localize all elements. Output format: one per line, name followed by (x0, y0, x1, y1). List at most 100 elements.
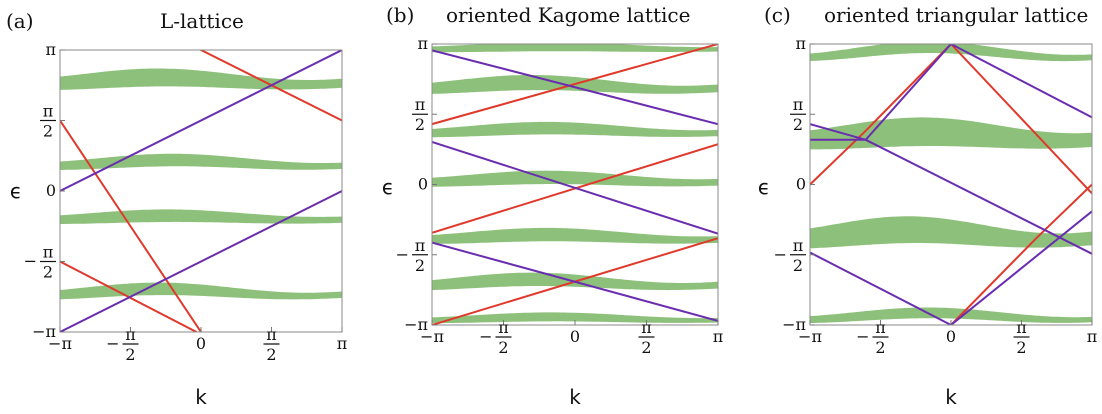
panel-a-xtick-2: 0 (196, 334, 206, 353)
panel-c-letter: (c) (764, 3, 791, 27)
panel-a-xlabel: k (195, 385, 207, 409)
panel-b-letter: (b) (386, 3, 414, 27)
svg-text:−π: −π (798, 327, 822, 346)
panel-c-ytick-1-denominator: 2 (793, 256, 803, 275)
panel-a-purple-line-3 (60, 190, 342, 332)
panel-c-plot-area (810, 44, 1092, 325)
panel-c-ytick-0: −π (782, 315, 806, 334)
panel-b-ytick-1-sign: − (396, 245, 409, 264)
panel-c-band-0 (810, 44, 1092, 62)
panel-c-xtick-1-sign: − (856, 327, 869, 346)
svg-text:0: 0 (796, 175, 806, 194)
svg-text:π: π (337, 334, 348, 353)
svg-text:0: 0 (196, 334, 206, 353)
panel-c-band-1 (810, 117, 1092, 150)
svg-text:0: 0 (418, 175, 428, 194)
panel-a-title: L-lattice (160, 9, 244, 33)
svg-text:π: π (1087, 327, 1098, 346)
panel-a-ytick-0: −π (32, 322, 56, 341)
svg-text:−π: −π (420, 327, 444, 346)
panel-b-purple-line-5 (432, 241, 718, 322)
panel-a-band-1 (60, 153, 342, 170)
panel-a-ytick-1: − π2 (24, 243, 56, 282)
panel-a-xtick-1-numerator: π (125, 325, 136, 344)
panel-c-ytick-4: π (795, 34, 806, 53)
panel-c-xtick-3-denominator: 2 (1016, 338, 1026, 357)
svg-text:π: π (713, 327, 724, 346)
panel-a-xtick-3-numerator: π (266, 325, 277, 344)
panel-a-ytick-1-denominator: 2 (43, 263, 53, 282)
panel-c-ytick-3-numerator: π (793, 95, 804, 114)
panel-a-plot-area (60, 50, 342, 332)
panel-b-ytick-3-denominator: 2 (415, 115, 425, 134)
panel-a-ytick-1-sign: − (24, 252, 37, 271)
panel-b-ytick-1-denominator: 2 (415, 256, 425, 275)
panel-c-ytick-2: 0 (796, 175, 806, 194)
panel-c-xtick-3: π2 (1013, 318, 1030, 357)
panel-b-xtick-3: π2 (638, 318, 655, 357)
panel-c-ytick-3-denominator: 2 (793, 115, 803, 134)
panel-b-ytick-1-numerator: π (415, 236, 426, 255)
panel-a-xtick-1-sign: − (106, 334, 119, 353)
panel-b-xtick-1: − π2 (479, 318, 512, 357)
panel-c-xtick-1: − π2 (856, 318, 889, 357)
panel-c: (c) oriented triangular lattice k ϵ (758, 3, 1093, 409)
panel-b-ytick-4: π (417, 34, 428, 53)
panel-c-band-3 (810, 307, 1092, 323)
panel-c-ytick-1-sign: − (774, 245, 787, 264)
panel-c-purple-line-2 (810, 44, 1092, 141)
panel-a-band-2 (60, 209, 342, 224)
svg-text:0: 0 (946, 327, 956, 346)
svg-text:−π: −π (404, 315, 428, 334)
panel-c-xlabel: k (945, 385, 957, 409)
panel-a: (a) L-lattice k ϵ (6, 9, 343, 409)
panel-c-frame (809, 43, 1093, 326)
panel-a-band-3 (60, 282, 342, 300)
panel-c-red-line-1 (950, 183, 1092, 325)
panel-a-xtick-0: −π (48, 334, 72, 353)
panel-c-red-line-0 (810, 44, 1092, 195)
panel-b-red-line-0 (432, 44, 718, 126)
svg-text:−π: −π (32, 322, 56, 341)
panel-a-ytick-3-denominator: 2 (43, 121, 53, 140)
panel-c-xtick-1-denominator: 2 (875, 338, 885, 357)
panel-c-xtick-4: π (1087, 327, 1098, 346)
panel-a-ytick-1-numerator: π (43, 243, 54, 262)
svg-text:0: 0 (46, 181, 56, 200)
panel-b-xtick-0: −π (420, 327, 444, 346)
svg-text:π: π (45, 40, 56, 59)
panel-b-title: oriented Kagome lattice (446, 3, 690, 27)
panel-a-red-line-2 (60, 260, 198, 332)
panel-b: (b) oriented Kagome lattice k ϵ (382, 3, 719, 409)
panel-b-xtick-4: π (713, 327, 724, 346)
panel-b-xtick-1-denominator: 2 (498, 338, 508, 357)
panel-c-xtick-2: 0 (946, 327, 956, 346)
panel-c-xtick-1-numerator: π (875, 318, 886, 337)
svg-text:0: 0 (570, 327, 580, 346)
panel-c-title: oriented triangular lattice (824, 3, 1088, 27)
panel-a-purple-line-4 (60, 50, 342, 192)
panel-b-purple-line-4 (432, 141, 718, 235)
panel-c-ytick-3: π2 (790, 95, 806, 134)
panel-c-band-2 (810, 216, 1092, 249)
panel-b-xtick-1-sign: − (479, 327, 492, 346)
panel-c-ytick-1-numerator: π (793, 236, 804, 255)
panel-b-ylabel: ϵ (382, 175, 394, 199)
panel-b-ytick-0: −π (404, 315, 428, 334)
panel-a-ytick-3: π2 (40, 101, 56, 140)
panel-b-xtick-2: 0 (570, 327, 580, 346)
panel-c-xtick-3-numerator: π (1016, 318, 1027, 337)
panel-b-plot-area (432, 44, 718, 325)
panel-a-ytick-2: 0 (46, 181, 56, 200)
panel-b-purple-line-3 (432, 49, 718, 126)
panel-a-red-line-0 (60, 119, 202, 332)
svg-text:π: π (417, 34, 428, 53)
panel-b-ytick-3-numerator: π (415, 95, 426, 114)
panel-b-band-3 (432, 170, 718, 187)
panel-a-xtick-3: π2 (263, 325, 280, 364)
panel-c-ylabel: ϵ (758, 175, 770, 199)
panel-a-xtick-1-denominator: 2 (125, 345, 135, 364)
panel-b-xtick-3-numerator: π (641, 318, 652, 337)
panel-b-xlabel: k (569, 385, 581, 409)
